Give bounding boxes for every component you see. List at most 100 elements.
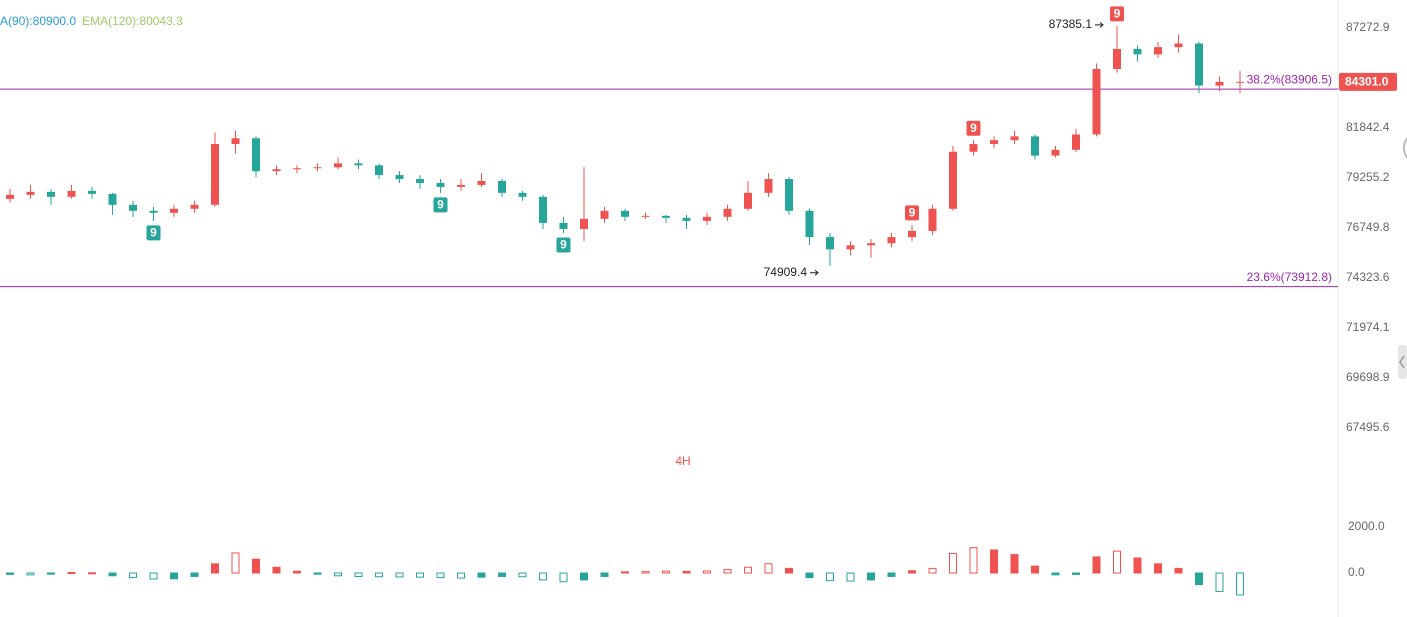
candle-body [641,215,650,217]
td-marker-label: 9 [437,198,444,212]
macd-bar [1195,572,1203,586]
candle-body [887,237,896,244]
macd-bar [416,572,424,578]
candle-body [539,196,547,223]
candle-body [252,138,260,172]
macd-bar [826,572,834,582]
candle-body [1236,81,1244,83]
candle-body [703,216,711,221]
macd-bar [293,570,301,574]
candle-body [477,180,486,185]
candle-body [354,163,363,166]
macd-bar [457,572,465,579]
macd-bar [47,572,55,575]
candle-body [1195,43,1203,86]
candle-body [785,179,793,211]
collapse-arrow [1399,355,1405,369]
macd-bar [170,572,178,580]
extreme-label: 87385.1 [1049,17,1093,31]
extreme-arrow [1095,22,1104,28]
macd-bar [1133,557,1142,574]
macd-bar [149,572,158,580]
macd-bar [518,572,527,578]
fib-level-label: 23.6%(73912.8) [1247,270,1332,284]
macd-bar [662,570,670,574]
candle-body [170,208,178,213]
macd-bar [88,572,96,575]
candle-body [67,190,76,197]
candle-body [744,192,752,209]
y-tick-label: 87272.9 [1346,20,1390,34]
extreme-arrow [810,269,819,276]
candle-body [1031,136,1039,156]
y-tick-label: 79255.2 [1346,170,1390,184]
legend-entry: A(90):80900.0 [0,14,76,28]
candle-body [375,165,383,176]
macd-bar [928,567,937,574]
y-tick-label: 69698.9 [1346,370,1390,384]
candle-body [805,210,814,238]
candle-body [969,144,978,152]
macd-bar [6,572,14,575]
td-marker-label: 9 [1114,7,1121,21]
macd-bar [375,572,383,578]
macd-bar [908,570,916,574]
candle-body [6,194,14,199]
macd-bar [682,570,691,574]
collapse-handle[interactable] [1398,345,1407,379]
macd-bar [1174,567,1183,574]
td-marker-label: 9 [909,206,916,220]
macd-bar [477,572,486,578]
watermark: 4H [675,454,690,468]
candle-body [293,168,301,170]
macd-bar [764,563,773,574]
macd-bar [26,572,35,576]
macd-bar [990,549,998,574]
macd-bar [723,569,732,574]
macd-bar [867,572,875,581]
candle-body [88,190,96,194]
macd-bar [272,566,281,574]
td-marker [556,237,571,253]
macd-bar [969,547,978,574]
candle-body [272,169,281,172]
legend-entry: EMA(120):80043.3 [82,14,183,28]
candle-body [682,217,691,221]
candle-body [1051,149,1060,156]
candle-body [928,208,937,231]
candle-body [580,218,588,229]
candle-body [457,184,465,187]
y-tick-label: 74323.6 [1346,270,1390,284]
macd-bar [129,572,137,579]
td-marker-label: 9 [560,238,567,252]
macd-bar [395,572,404,578]
side-button[interactable] [1403,132,1407,164]
macd-bar [1154,563,1162,574]
candle-body [211,144,219,205]
macd-bar [846,572,855,582]
macd-bar [211,563,219,574]
candle-body [108,193,117,205]
macd-bar [539,572,547,581]
candle-body [129,204,137,211]
macd-bar [1092,556,1101,574]
candle-body [1174,43,1183,48]
candle-body [231,138,240,145]
candle-body [990,140,998,145]
macd-bar [621,571,629,574]
macd-bar [949,552,957,574]
candle-body [1215,81,1224,86]
macd-bar [1215,572,1224,592]
y-tick-label: 67495.6 [1346,420,1390,434]
macd-bar [559,572,568,583]
td-marker [905,205,919,221]
macd-bar [641,571,650,574]
macd-bar [1113,550,1121,574]
candle-body [1010,136,1019,141]
candle-body [47,191,55,197]
macd-bar [600,572,609,577]
macd-bar [1072,572,1080,575]
fib-level-label: 38.2%(83906.5) [1247,72,1332,86]
td-marker [1110,6,1124,22]
